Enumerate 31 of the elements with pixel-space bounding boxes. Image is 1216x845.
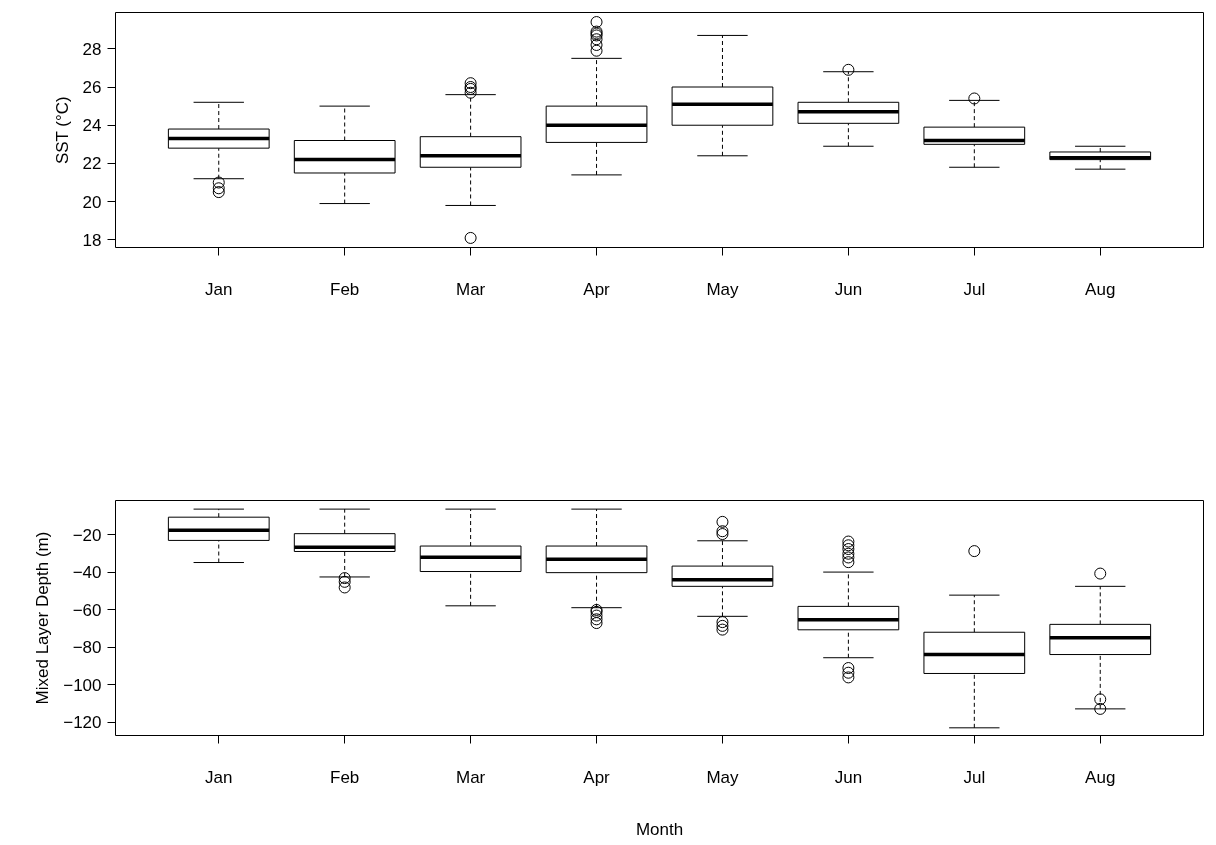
x-tick-label: Jul: [963, 767, 986, 787]
x-tick-label: Feb: [330, 279, 360, 299]
x-tick-label: May: [706, 767, 740, 787]
y-tick-label: −120: [63, 713, 102, 733]
x-tick-label: Aug: [1085, 767, 1116, 787]
x-tick-label: May: [706, 279, 740, 299]
y-tick-label: −20: [72, 525, 102, 545]
y-tick-label: 24: [82, 116, 102, 136]
y-tick-label: 22: [82, 154, 102, 174]
x-tick-label: Apr: [583, 279, 611, 299]
x-tick-label: Feb: [330, 767, 360, 787]
x-tick-label: Mar: [455, 767, 486, 787]
x-tick-label: Jun: [834, 279, 863, 299]
y-tick-label: 18: [82, 230, 102, 250]
x-tick-label: Jun: [834, 767, 863, 787]
y-tick-label: −60: [72, 600, 102, 620]
x-tick-label: Mar: [455, 279, 486, 299]
y-tick-label: 26: [82, 78, 102, 98]
y-tick-label: 20: [82, 192, 102, 212]
y-tick-label: −100: [63, 675, 102, 695]
y-tick-label: 28: [82, 39, 102, 59]
y-axis-title: Mixed Layer Depth (m): [33, 531, 53, 705]
x-tick-label: Jan: [205, 279, 233, 299]
x-tick-label: Jul: [963, 279, 986, 299]
y-tick-label: −40: [72, 563, 102, 583]
y-tick-label: −80: [72, 638, 102, 658]
x-tick-label: Jan: [205, 767, 233, 787]
y-axis-title: SST (°C): [52, 96, 72, 165]
x-axis-title: Month: [635, 819, 684, 839]
x-tick-label: Aug: [1085, 279, 1116, 299]
x-tick-label: Apr: [583, 767, 611, 787]
